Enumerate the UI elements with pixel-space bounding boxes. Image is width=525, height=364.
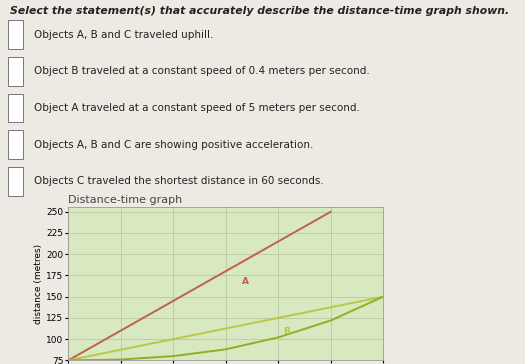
Text: Objects A, B and C are showing positive acceleration.: Objects A, B and C are showing positive … bbox=[34, 140, 313, 150]
Text: Object B traveled at a constant speed of 0.4 meters per second.: Object B traveled at a constant speed of… bbox=[34, 66, 370, 76]
FancyBboxPatch shape bbox=[8, 94, 23, 122]
FancyBboxPatch shape bbox=[8, 57, 23, 86]
Text: Object A traveled at a constant speed of 5 meters per second.: Object A traveled at a constant speed of… bbox=[34, 103, 360, 113]
Text: Objects A, B and C traveled uphill.: Objects A, B and C traveled uphill. bbox=[34, 29, 214, 40]
Text: A: A bbox=[242, 277, 248, 286]
FancyBboxPatch shape bbox=[8, 130, 23, 159]
Y-axis label: distance (metres): distance (metres) bbox=[34, 244, 44, 324]
Text: Objects C traveled the shortest distance in 60 seconds.: Objects C traveled the shortest distance… bbox=[34, 177, 324, 186]
Text: B: B bbox=[284, 327, 290, 336]
FancyBboxPatch shape bbox=[8, 20, 23, 49]
Text: Select the statement(s) that accurately describe the distance-time graph shown.: Select the statement(s) that accurately … bbox=[10, 6, 510, 16]
Text: Distance-time graph: Distance-time graph bbox=[68, 195, 183, 205]
FancyBboxPatch shape bbox=[8, 167, 23, 196]
